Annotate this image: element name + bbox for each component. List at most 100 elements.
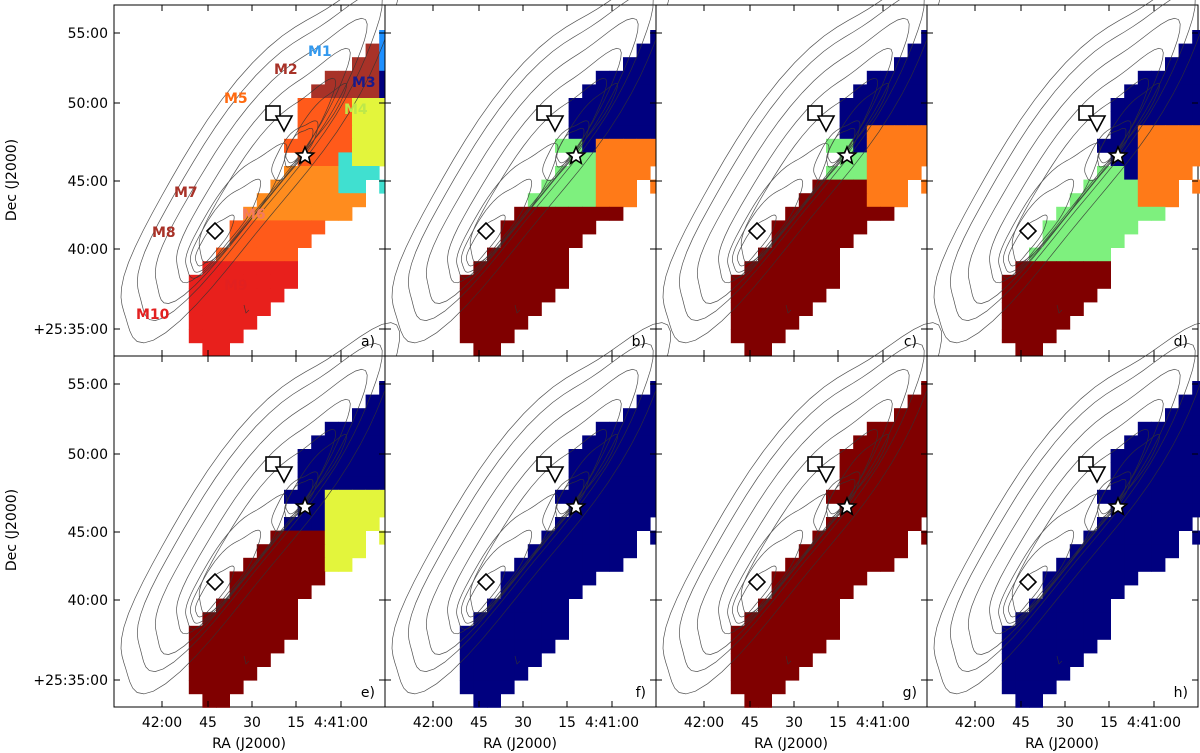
map-pixel xyxy=(1110,449,1125,463)
x-tick-label: 45 xyxy=(470,715,488,731)
map-pixel xyxy=(866,125,881,140)
map-pixel xyxy=(270,288,285,303)
map-pixel xyxy=(256,302,271,316)
contour-line xyxy=(1084,120,1132,182)
map-pixel xyxy=(1192,435,1200,450)
map-pixel xyxy=(771,234,786,248)
map-pixel xyxy=(297,571,312,586)
map-pixel xyxy=(324,125,339,140)
map-pixel xyxy=(1178,111,1193,126)
map-pixel xyxy=(798,206,813,221)
map-pixel xyxy=(595,179,610,194)
map-pixel xyxy=(297,179,312,194)
map-pixel xyxy=(216,653,230,667)
map-pixel xyxy=(568,585,583,599)
map-pixel xyxy=(636,449,651,463)
map-pixel xyxy=(541,247,556,262)
contour-line xyxy=(198,428,337,614)
triangle-marker xyxy=(816,466,836,484)
map-pixel xyxy=(568,571,583,586)
map-pixel xyxy=(297,557,312,572)
map-pixel xyxy=(555,166,569,180)
map-pixel xyxy=(826,138,840,153)
map-pixel xyxy=(514,612,529,627)
contour-line xyxy=(391,0,669,344)
map-pixel xyxy=(473,639,488,654)
map-pixel xyxy=(1124,206,1139,221)
map-pixel xyxy=(1042,612,1057,627)
map-pixel xyxy=(1029,625,1043,640)
map-pixel xyxy=(284,261,298,276)
x-tick-label: 45 xyxy=(741,715,759,731)
map-pixel xyxy=(473,329,488,344)
pixel-map xyxy=(1001,30,1200,357)
map-pixel xyxy=(1069,274,1084,289)
map-pixel xyxy=(636,462,651,477)
diamond-marker xyxy=(205,572,225,592)
map-pixel xyxy=(1069,598,1084,613)
map-pixel xyxy=(866,503,881,518)
map-pixel xyxy=(284,517,298,531)
map-pixel xyxy=(1097,612,1111,627)
map-pixel xyxy=(744,680,759,695)
map-pixel xyxy=(284,220,298,235)
map-pixel xyxy=(853,557,868,572)
star-marker xyxy=(836,495,858,517)
map-pixel xyxy=(1192,57,1200,72)
map-pixel xyxy=(188,680,203,695)
contour-line xyxy=(447,398,622,635)
region-label-m7: M7 xyxy=(174,185,198,201)
map-pixel xyxy=(256,288,271,303)
contour-line xyxy=(185,493,288,630)
contour-line xyxy=(736,214,777,267)
map-pixel xyxy=(216,342,230,357)
map-pixel xyxy=(623,503,637,518)
map-pixel xyxy=(1192,98,1200,112)
map-pixel xyxy=(880,125,895,140)
map-pixel xyxy=(1056,288,1071,303)
contour-line xyxy=(271,120,319,182)
map-pixel xyxy=(284,530,298,545)
star-marker xyxy=(294,495,316,517)
map-pixel xyxy=(1029,274,1043,289)
x-axis-label-3: RA (J2000) xyxy=(754,736,828,752)
map-pixel xyxy=(473,625,488,640)
map-pixel xyxy=(229,247,244,262)
map-pixel xyxy=(595,98,610,112)
map-pixel xyxy=(1124,220,1139,235)
map-pixel xyxy=(500,274,515,289)
map-pixel xyxy=(853,179,868,194)
map-pixel xyxy=(894,530,908,545)
map-pixel xyxy=(297,517,312,531)
map-pixel xyxy=(1069,302,1084,316)
map-pixel xyxy=(514,288,529,303)
map-pixel xyxy=(270,193,285,208)
map-pixel xyxy=(880,530,895,545)
contour-line xyxy=(469,428,608,614)
map-pixel xyxy=(229,315,244,330)
map-pixel xyxy=(839,138,854,153)
map-pixel xyxy=(324,544,339,559)
map-pixel xyxy=(188,639,203,654)
map-pixel xyxy=(839,530,854,545)
map-pixel xyxy=(839,98,854,112)
map-pixel xyxy=(1178,517,1193,531)
map-pixel xyxy=(785,261,800,276)
map-pixel xyxy=(744,653,759,667)
map-pixel xyxy=(256,274,271,289)
map-pixel xyxy=(1124,449,1139,463)
contour-line xyxy=(465,214,506,267)
map-pixel xyxy=(243,274,258,289)
map-pixel xyxy=(866,517,881,531)
map-pixel xyxy=(555,544,569,559)
map-pixel xyxy=(500,302,515,316)
map-pixel xyxy=(365,503,380,518)
map-pixel xyxy=(297,530,312,545)
map-pixel xyxy=(730,329,745,344)
map-pixel xyxy=(270,206,285,221)
map-pixel xyxy=(256,612,271,627)
map-pixel xyxy=(1165,530,1179,545)
map-pixel xyxy=(324,503,339,518)
contour-line xyxy=(989,398,1164,635)
map-pixel xyxy=(1110,557,1125,572)
